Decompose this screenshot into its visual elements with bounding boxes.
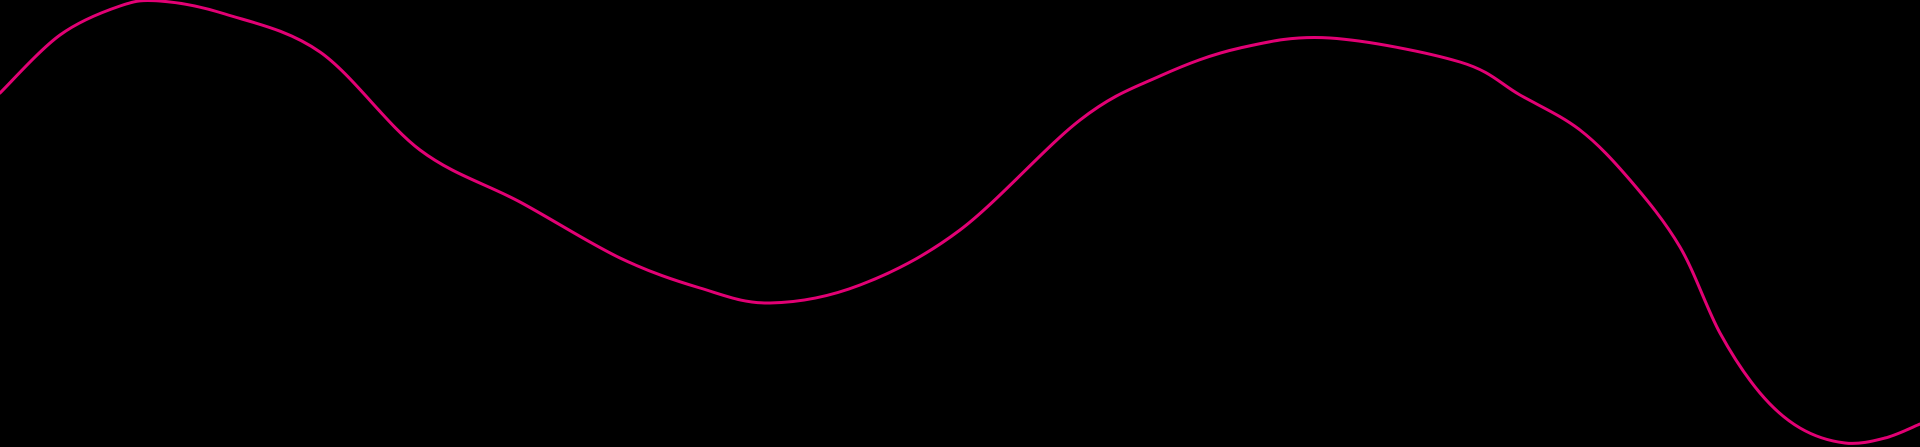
wave-banner (0, 0, 1920, 445)
wave-line-chart (0, 0, 1920, 445)
wave-curve-line (0, 0, 1920, 445)
